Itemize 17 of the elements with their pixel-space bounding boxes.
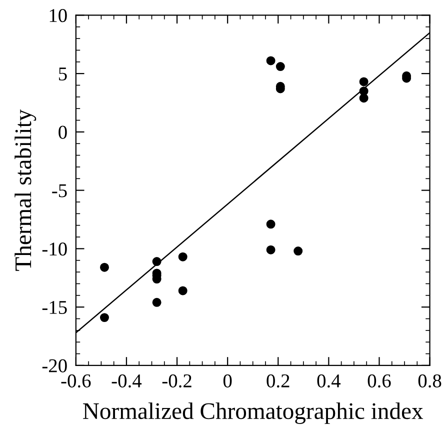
y-tick-label: -10 [42, 242, 67, 256]
x-tick-label: 0.6 [368, 374, 391, 388]
x-tick-label: 0.2 [266, 374, 290, 388]
y-tick-label: -15 [42, 300, 67, 314]
y-tick-label: -20 [42, 359, 67, 372]
x-tick-label: 0.8 [418, 374, 442, 388]
y-tick-label: 5 [59, 68, 67, 80]
x-tick-label: 0 [223, 374, 232, 388]
x-tick-label: -0.4 [112, 374, 142, 388]
x-tick-label: -0.6 [61, 374, 91, 388]
x-tick-label: -0.2 [162, 374, 192, 388]
y-axis-title: Thermal stability [14, 109, 36, 271]
x-tick-label: 0.4 [317, 374, 341, 388]
y-tick-label: -5 [52, 184, 67, 198]
y-tick-label: 10 [50, 9, 67, 22]
y-tick-label: 0 [58, 126, 67, 139]
x-axis-title: Normalized Chromatographic index [83, 402, 424, 424]
